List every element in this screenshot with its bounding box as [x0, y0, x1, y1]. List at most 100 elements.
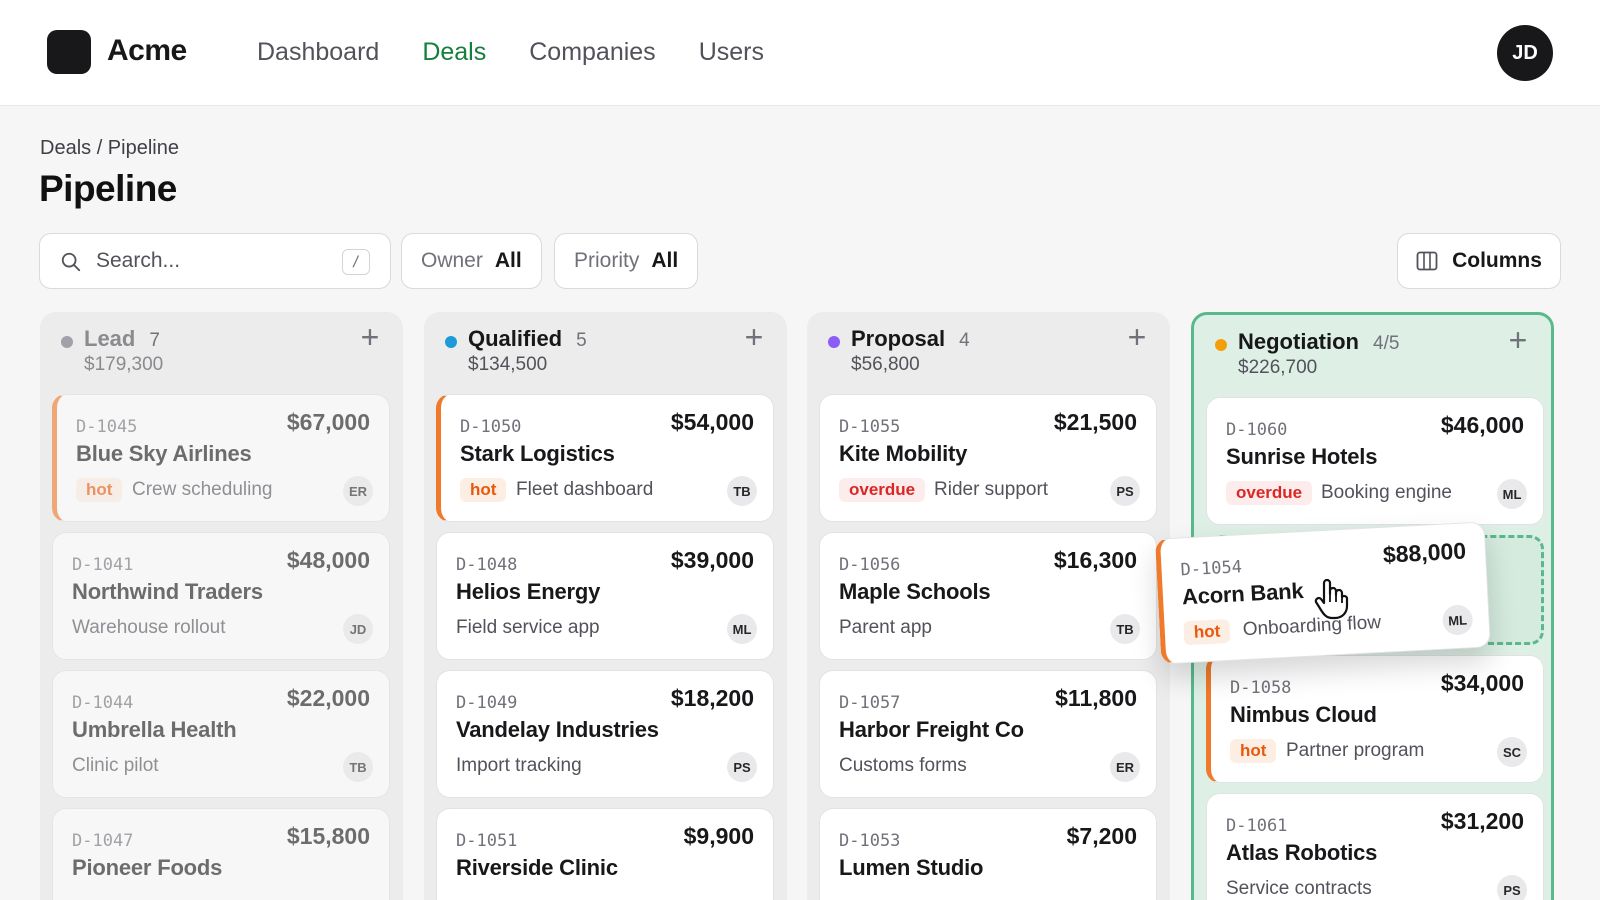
deal-amount: $18,200 — [670, 685, 754, 711]
add-deal-plus-icon[interactable]: + — [1508, 322, 1528, 358]
column-title: Proposal 4 — [851, 326, 970, 352]
deal-amount: $22,000 — [286, 685, 370, 711]
add-deal-plus-icon[interactable]: + — [360, 319, 380, 355]
deal-description: Booking engine — [1321, 482, 1452, 503]
deal-card[interactable]: D-1045 $67,000 Blue Sky Airlines hot Crew sc… — [52, 394, 390, 522]
column-count: 4/5 — [1373, 333, 1400, 354]
deal-company: Sunrise Hotels — [1226, 444, 1378, 469]
search-shortcut-key: / — [342, 249, 370, 275]
deal-description: Warehouse rollout — [72, 617, 226, 638]
column-negotiation: Negotiation 4/5 $226,700 + D-1060 $46,000 Sunr… — [1191, 312, 1554, 900]
deal-company: Stark Logistics — [460, 441, 615, 466]
add-deal-plus-icon[interactable]: + — [744, 319, 764, 355]
column-name: Qualified — [468, 326, 563, 351]
deal-description: Parent app — [839, 617, 932, 638]
deal-company: Helios Energy — [456, 579, 601, 604]
column-name: Negotiation — [1238, 329, 1359, 354]
nav-deals[interactable]: Deals — [422, 38, 487, 66]
deal-id: D-1051 — [456, 831, 518, 851]
acme-logo-icon[interactable] — [47, 30, 91, 74]
deal-amount: $21,500 — [1053, 409, 1137, 435]
deal-description: Customs forms — [839, 755, 967, 776]
deal-card[interactable]: D-1058 $34,000 Nimbus Cloud hot Partner prog… — [1206, 655, 1544, 783]
deal-card[interactable]: D-1050 $54,000 Stark Logistics hot Fleet das… — [436, 394, 774, 522]
deal-description: Service contracts — [1226, 878, 1372, 899]
deal-owner-avatar: TB — [727, 476, 757, 506]
nav-users[interactable]: Users — [698, 38, 764, 66]
deal-card[interactable]: D-1053 $7,200 Lumen Studio — [819, 808, 1157, 900]
deal-id: D-1056 — [839, 555, 901, 575]
deal-owner-avatar: ML — [1441, 604, 1474, 636]
search-input[interactable]: Search... / — [39, 233, 391, 289]
deal-card[interactable]: D-1060 $46,000 Sunrise Hotels overdue Bookin… — [1206, 397, 1544, 525]
deal-company: Harbor Freight Co — [839, 717, 1024, 742]
deal-id: D-1047 — [72, 831, 134, 851]
deal-tag: overdue — [839, 478, 926, 502]
nav-companies[interactable]: Companies — [529, 38, 656, 66]
deal-card[interactable]: D-1057 $11,800 Harbor Freight Co Customs fo… — [819, 670, 1157, 798]
deal-tag: hot — [1230, 739, 1277, 763]
deal-card[interactable]: D-1056 $16,300 Maple Schools Parent app TB — [819, 532, 1157, 660]
deal-card[interactable]: D-1041 $48,000 Northwind Traders Warehouse … — [52, 532, 390, 660]
deal-company: Blue Sky Airlines — [76, 441, 252, 466]
deal-card[interactable]: D-1061 $31,200 Atlas Robotics Service contr… — [1206, 793, 1544, 900]
deal-card[interactable]: D-1044 $22,000 Umbrella Health Clinic pilot… — [52, 670, 390, 798]
deal-company: Umbrella Health — [72, 717, 237, 742]
deal-company: Maple Schools — [839, 579, 991, 604]
deal-id: D-1048 — [456, 555, 518, 575]
deal-card[interactable]: D-1049 $18,200 Vandelay Industries Import t… — [436, 670, 774, 798]
deal-card[interactable]: D-1055 $21,500 Kite Mobility overdue Rider s… — [819, 394, 1157, 522]
priority-filter-value: All — [651, 249, 679, 272]
user-avatar[interactable]: JD — [1497, 25, 1553, 81]
search-icon — [61, 252, 81, 272]
deal-id: D-1053 — [839, 831, 901, 851]
deal-amount: $15,800 — [286, 823, 370, 849]
deal-owner-avatar: SC — [1497, 737, 1527, 767]
deal-amount: $88,000 — [1382, 537, 1467, 568]
deal-owner-avatar: ER — [343, 476, 373, 506]
deal-id: D-1049 — [456, 693, 518, 713]
deal-owner-avatar: ER — [1110, 752, 1140, 782]
deal-tag: hot — [1183, 618, 1231, 646]
column-count: 5 — [576, 330, 587, 351]
column-count: 4 — [959, 330, 970, 351]
deal-amount: $31,200 — [1440, 808, 1524, 834]
deal-tag: overdue — [1226, 481, 1313, 505]
search-placeholder: Search... — [96, 249, 181, 272]
deal-card[interactable]: D-1047 $15,800 Pioneer Foods — [52, 808, 390, 900]
deal-description: Rider support — [934, 479, 1049, 500]
priority-filter[interactable]: Priority All — [554, 233, 699, 289]
columns-button-label: Columns — [1452, 249, 1542, 272]
column-status-dot — [61, 336, 73, 348]
deal-company: Atlas Robotics — [1226, 840, 1378, 865]
column-title: Negotiation 4/5 — [1238, 329, 1399, 355]
deal-id: D-1044 — [72, 693, 134, 713]
column-name: Proposal — [851, 326, 946, 351]
deal-card[interactable]: D-1051 $9,900 Riverside Clinic — [436, 808, 774, 900]
deal-company: Riverside Clinic — [456, 855, 618, 880]
deal-id: D-1045 — [76, 417, 138, 437]
column-status-dot — [1215, 339, 1227, 351]
deal-amount: $39,000 — [670, 547, 754, 573]
brand-name[interactable]: Acme — [107, 34, 187, 67]
deal-tag: hot — [76, 478, 123, 502]
column-total: $179,300 — [84, 354, 164, 375]
deal-description: Clinic pilot — [72, 755, 159, 776]
top-navigation-bar: Acme Dashboard Deals Companies Users JD — [0, 0, 1600, 106]
deal-owner-avatar: PS — [1497, 875, 1527, 900]
deal-amount: $11,800 — [1055, 685, 1137, 711]
owner-filter[interactable]: Owner All — [401, 233, 542, 289]
deal-owner-avatar: ML — [1497, 479, 1527, 509]
page-title: Pipeline — [39, 168, 177, 209]
add-deal-plus-icon[interactable]: + — [1127, 319, 1147, 355]
deal-amount: $34,000 — [1440, 670, 1524, 696]
deal-id: D-1057 — [839, 693, 901, 713]
grab-hand-cursor-icon — [1314, 578, 1349, 620]
deal-amount: $9,900 — [683, 823, 754, 849]
deal-card[interactable]: D-1048 $39,000 Helios Energy Field service … — [436, 532, 774, 660]
nav-dashboard[interactable]: Dashboard — [257, 38, 380, 66]
columns-button[interactable]: Columns — [1397, 233, 1561, 289]
deal-amount: $46,000 — [1440, 412, 1524, 438]
column-status-dot — [445, 336, 457, 348]
deal-id: D-1060 — [1226, 420, 1288, 440]
